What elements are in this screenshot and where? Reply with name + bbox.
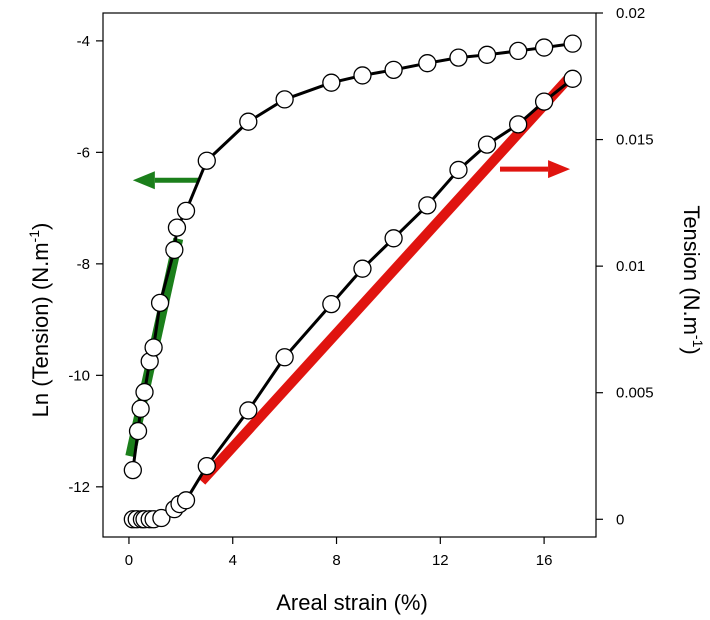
y-left-title-main: Ln (Tension) (N.m [28, 242, 53, 417]
ln-tension-point [563, 34, 582, 53]
y-left-tick-label: -8 [77, 256, 90, 273]
ln-tension-point [353, 66, 372, 85]
tension-point [418, 196, 437, 215]
x-tick-label: 4 [229, 552, 237, 569]
ln-tension-point [123, 460, 142, 480]
ln-tension-point [131, 399, 150, 418]
x-tick-label: 16 [536, 552, 553, 569]
ln-tension-point [135, 382, 154, 402]
x-tick-label: 0 [125, 552, 133, 569]
tension-point [176, 491, 196, 510]
ln-tension-line [131, 42, 573, 471]
ln-tension-point [534, 38, 554, 57]
tension-point [449, 160, 468, 180]
ln-tension-point [128, 421, 148, 441]
ln-tension-point [477, 45, 497, 64]
ln-tension-point [197, 151, 216, 170]
tension-point [275, 348, 294, 367]
ln-tension-point [449, 48, 468, 67]
x-axis-title: Areal strain (%) [276, 590, 428, 615]
ticks: 0 4 8 12 16 -12 -10 -8 -6 -4 0 0.005 0.01 0.015 0.02 [68, 5, 653, 569]
ln-tension-point [144, 338, 163, 357]
y-right-tick-label: 0.01 [616, 258, 645, 275]
tension-point [322, 294, 341, 314]
red-fit-line [197, 70, 577, 485]
tension-point [384, 229, 403, 248]
y-left-title-sup: -1 [26, 230, 42, 243]
right-axis-arrow-head [548, 160, 571, 179]
y-right-axis-title: Tension (N.m-1) [679, 205, 706, 354]
y-right-title-sup: -1 [690, 335, 706, 348]
ln-tension-point [150, 293, 170, 313]
tension-point [563, 69, 582, 88]
tension-point [197, 456, 216, 476]
tension-point [534, 92, 554, 111]
y-right-tick-label: 0.015 [616, 132, 654, 149]
ln-tension-point [176, 201, 196, 221]
plot-frame [102, 12, 597, 538]
plot-border [102, 12, 597, 538]
ln-tension-point [509, 41, 528, 61]
y-right-tick-label: 0 [616, 511, 624, 528]
y-left-tick-label: -4 [77, 33, 90, 50]
y-left-title-close: ) [28, 223, 53, 230]
y-right-title-close: ) [679, 347, 704, 354]
axis-arrows [132, 160, 571, 190]
y-left-tick-label: -10 [68, 367, 90, 384]
y-right-title-main: Tension (N.m [679, 205, 704, 335]
series-lines [131, 42, 574, 521]
y-left-axis-title: Ln (Tension) (N.m-1) [26, 223, 53, 418]
y-right-tick-label: 0.02 [616, 5, 645, 22]
left-axis-arrow-head [132, 171, 155, 190]
y-left-tick-label: -12 [68, 479, 90, 496]
ln-tension-point [165, 240, 184, 260]
ln-tension-point [275, 90, 294, 109]
fit-lines [125, 70, 577, 485]
tension-point [152, 508, 171, 528]
ln-tension-point [384, 60, 403, 80]
ln-tension-point [167, 218, 187, 237]
y-left-tick-label: -6 [77, 144, 90, 161]
x-tick-label: 12 [432, 552, 449, 569]
data-points [123, 34, 582, 529]
tension-point [239, 401, 258, 420]
tension-point [353, 259, 372, 278]
x-tick-label: 8 [332, 552, 340, 569]
tension-point [509, 115, 528, 134]
ln-tension-point [239, 112, 258, 131]
ln-tension-point [322, 73, 341, 92]
tension-point [477, 135, 497, 154]
y-right-tick-label: 0.005 [616, 385, 654, 402]
ln-tension-point [418, 54, 437, 73]
